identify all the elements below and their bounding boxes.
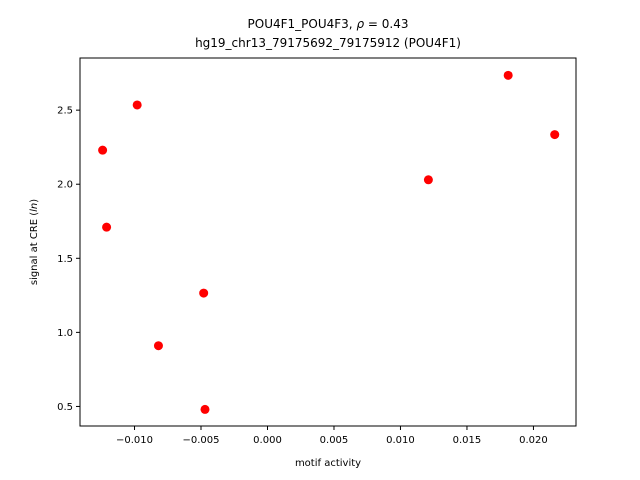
x-tick-label: 0.000 [253, 435, 282, 446]
data-point [423, 175, 433, 185]
data-point [153, 341, 163, 351]
data-point [199, 288, 209, 298]
plot-area [98, 70, 560, 414]
x-tick-label: −0.010 [116, 435, 153, 446]
data-point [102, 222, 112, 232]
x-tick-label: −0.005 [183, 435, 220, 446]
chart-title-line2: hg19_chr13_79175692_79175912 (POU4F1) [195, 36, 461, 50]
x-axis: −0.010 −0.005 0.000 0.005 0.010 0.015 0.020 [116, 426, 548, 446]
data-point [132, 100, 142, 110]
chart-title-line1: POU4F1_POU4F3, ρ = 0.43 [248, 17, 409, 31]
data-point [550, 130, 560, 140]
y-axis: 0.5 1.0 1.5 2.0 2.5 [57, 106, 80, 413]
x-tick-label: 0.005 [320, 435, 349, 446]
data-point [200, 404, 210, 414]
data-point [503, 70, 513, 80]
x-axis-label: motif activity [295, 458, 361, 469]
axes-frame [79, 57, 577, 427]
y-tick-label: 0.5 [57, 402, 73, 413]
y-tick-label: 2.0 [57, 180, 73, 191]
y-axis-label: signal at CRE (ln) [29, 199, 40, 285]
y-tick-label: 2.5 [57, 106, 73, 117]
data-point [98, 145, 108, 155]
x-tick-label: 0.015 [453, 435, 482, 446]
x-tick-label: 0.020 [519, 435, 548, 446]
y-tick-label: 1.0 [57, 328, 73, 339]
x-tick-label: 0.010 [386, 435, 415, 446]
y-tick-label: 1.5 [57, 254, 73, 265]
